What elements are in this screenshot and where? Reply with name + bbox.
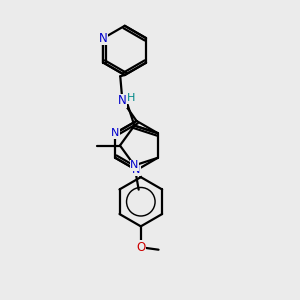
Text: H: H xyxy=(127,93,136,103)
Text: N: N xyxy=(132,165,141,175)
Text: O: O xyxy=(136,241,146,254)
Text: N: N xyxy=(130,160,139,170)
Text: N: N xyxy=(118,94,127,107)
Text: N: N xyxy=(111,128,119,138)
Text: N: N xyxy=(99,32,108,45)
